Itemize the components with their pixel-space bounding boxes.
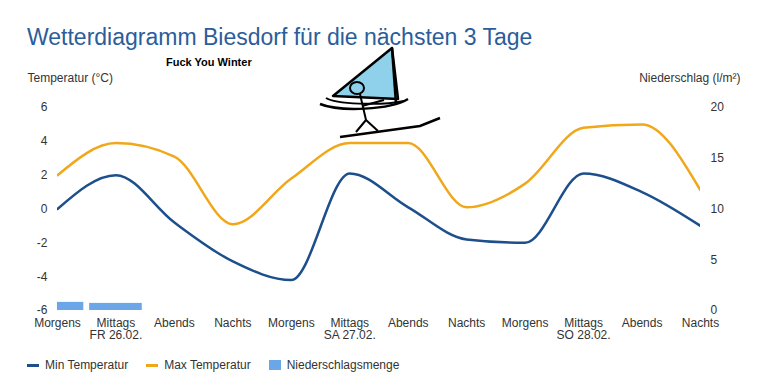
html-text:Niederschlagsmenge: Niederschlagsmenge (286, 358, 400, 372)
svg-text:0: 0 (710, 303, 718, 318)
svg-text:Abends: Abends (622, 316, 663, 330)
svg-text:0: 0 (41, 202, 48, 216)
svg-text:-4: -4 (37, 270, 48, 284)
svg-text:2: 2 (41, 168, 48, 182)
svg-text:-6: -6 (36, 303, 48, 318)
html-text:Fuck You Winter: Fuck You Winter (166, 56, 252, 68)
svg-text:Morgens: Morgens (502, 316, 549, 330)
svg-text:10: 10 (711, 202, 725, 216)
svg-text:15: 15 (711, 151, 725, 165)
svg-text:Abends: Abends (154, 316, 195, 330)
svg-text:Nachts: Nachts (682, 316, 719, 330)
svg-text:Nachts: Nachts (448, 316, 485, 330)
svg-text:-2: -2 (37, 236, 48, 250)
svg-text:Nachts: Nachts (214, 316, 251, 330)
html-text:Max Temperatur: Max Temperatur (164, 358, 251, 372)
svg-text:4: 4 (41, 134, 48, 148)
svg-text:5: 5 (711, 253, 718, 267)
svg-text:MittagsFR 26.02.: MittagsFR 26.02. (90, 316, 143, 342)
svg-text:Morgens: Morgens (268, 316, 315, 330)
svg-text:Niederschlag (l/m²): Niederschlag (l/m²) (639, 71, 740, 85)
svg-text:MittagsSO 28.02.: MittagsSO 28.02. (557, 316, 611, 342)
html-text:Wetterdiagramm Biesdorf für di: Wetterdiagramm Biesdorf für die nächsten… (27, 24, 533, 50)
svg-text:MittagsSA 27.02.: MittagsSA 27.02. (324, 316, 376, 342)
svg-text:Temperatur (°C): Temperatur (°C) (28, 71, 113, 85)
svg-text:Morgens: Morgens (34, 316, 81, 330)
svg-text:Abends: Abends (388, 316, 429, 330)
svg-text:20: 20 (711, 100, 725, 114)
html-text:Min Temperatur: Min Temperatur (45, 358, 129, 372)
svg-text:6: 6 (41, 100, 48, 114)
